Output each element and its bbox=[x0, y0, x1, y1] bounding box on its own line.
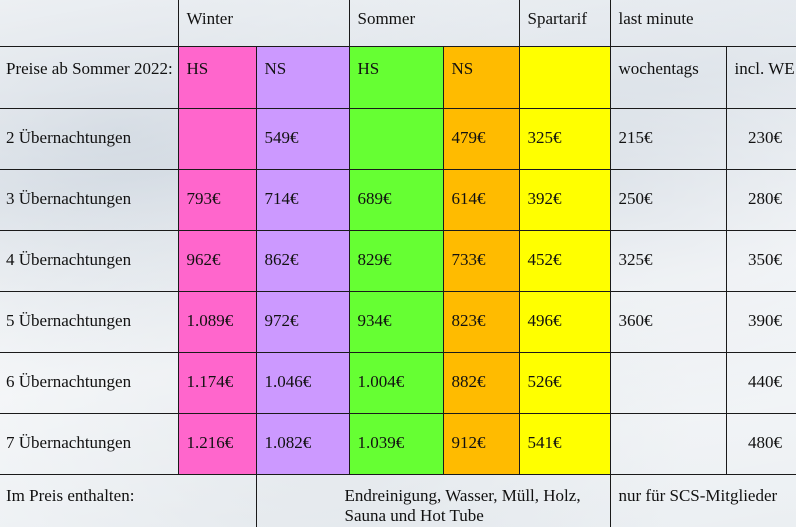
spartarif-price: 392€ bbox=[518, 168, 611, 231]
winter-hs-header: HS bbox=[177, 45, 257, 109]
spartarif-price: 526€ bbox=[518, 351, 611, 414]
winter-ns-price: 714€ bbox=[255, 168, 350, 231]
winter-ns-header: NS bbox=[255, 45, 350, 109]
winter-hs-price: 962€ bbox=[177, 229, 257, 292]
winter-hs-price: 1.174€ bbox=[177, 351, 257, 414]
last-minute-weekend-price: 350€ bbox=[725, 229, 796, 292]
winter-ns-price: 1.082€ bbox=[255, 412, 350, 475]
included-label: Im Preis enthalten: bbox=[0, 473, 257, 527]
sommer-ns-header: NS bbox=[442, 45, 520, 109]
winter-ns-price: 549€ bbox=[255, 107, 350, 170]
sommer-hs-price: 689€ bbox=[348, 168, 444, 231]
winter-hs-price bbox=[177, 107, 257, 170]
sommer-ns-price: 823€ bbox=[442, 290, 520, 353]
spartarif-price: 541€ bbox=[518, 412, 611, 475]
last-minute-header: last minute bbox=[609, 0, 796, 47]
table-row: 2 Übernachtungen 549€ 479€ 325€ 215€ 230… bbox=[0, 107, 796, 170]
nights-label: 6 Übernachtungen bbox=[0, 351, 179, 414]
spartarif-price: 496€ bbox=[518, 290, 611, 353]
nights-label: 2 Übernachtungen bbox=[0, 107, 179, 170]
header-row: Winter Sommer Spartarif last minute bbox=[0, 0, 796, 47]
winter-ns-price: 1.046€ bbox=[255, 351, 350, 414]
table-row: 5 Übernachtungen 1.089€ 972€ 934€ 823€ 4… bbox=[0, 290, 796, 353]
sommer-ns-price: 614€ bbox=[442, 168, 520, 231]
last-minute-weekend-price: 280€ bbox=[725, 168, 796, 231]
sommer-ns-price: 882€ bbox=[442, 351, 520, 414]
footer-row: Im Preis enthalten: Endreinigung, Wasser… bbox=[0, 473, 796, 527]
members-note: nur für SCS-Mitglieder bbox=[609, 473, 796, 527]
spartarif-price: 452€ bbox=[518, 229, 611, 292]
last-minute-weekday-price bbox=[609, 351, 727, 414]
table-row: 3 Übernachtungen 793€ 714€ 689€ 614€ 392… bbox=[0, 168, 796, 231]
nights-label: 4 Übernachtungen bbox=[0, 229, 179, 292]
last-minute-weekday-price: 250€ bbox=[609, 168, 727, 231]
last-minute-weekend-price: 230€ bbox=[725, 107, 796, 170]
sommer-hs-price bbox=[348, 107, 444, 170]
spartarif-subheader bbox=[518, 45, 611, 109]
sommer-ns-price: 912€ bbox=[442, 412, 520, 475]
winter-header: Winter bbox=[177, 0, 350, 47]
winter-hs-price: 1.216€ bbox=[177, 412, 257, 475]
nights-label: 5 Übernachtungen bbox=[0, 290, 179, 353]
sommer-hs-price: 829€ bbox=[348, 229, 444, 292]
last-minute-weekday-price: 360€ bbox=[609, 290, 727, 353]
winter-ns-price: 972€ bbox=[255, 290, 350, 353]
sommer-ns-price: 479€ bbox=[442, 107, 520, 170]
last-minute-weekday-price bbox=[609, 412, 727, 475]
winter-hs-price: 1.089€ bbox=[177, 290, 257, 353]
sommer-header: Sommer bbox=[348, 0, 520, 47]
last-minute-weekend-price: 390€ bbox=[725, 290, 796, 353]
prices-from-label: Preise ab Sommer 2022: bbox=[0, 45, 179, 109]
sommer-hs-price: 1.039€ bbox=[348, 412, 444, 475]
subheader-row: Preise ab Sommer 2022: HS NS HS NS woche… bbox=[0, 45, 796, 109]
weekend-header: incl. WE bbox=[725, 45, 796, 109]
nights-label: 3 Übernachtungen bbox=[0, 168, 179, 231]
table-row: 6 Übernachtungen 1.174€ 1.046€ 1.004€ 88… bbox=[0, 351, 796, 414]
last-minute-weekday-price: 325€ bbox=[609, 229, 727, 292]
last-minute-weekend-price: 440€ bbox=[725, 351, 796, 414]
spartarif-price: 325€ bbox=[518, 107, 611, 170]
winter-ns-price: 862€ bbox=[255, 229, 350, 292]
last-minute-weekend-price: 480€ bbox=[725, 412, 796, 475]
sommer-hs-price: 1.004€ bbox=[348, 351, 444, 414]
last-minute-weekday-price: 215€ bbox=[609, 107, 727, 170]
table-row: 7 Übernachtungen 1.216€ 1.082€ 1.039€ 91… bbox=[0, 412, 796, 475]
weekday-header: wochentags bbox=[609, 45, 727, 109]
sommer-hs-header: HS bbox=[348, 45, 444, 109]
table-row: 4 Übernachtungen 962€ 862€ 829€ 733€ 452… bbox=[0, 229, 796, 292]
corner-cell bbox=[0, 0, 179, 47]
sommer-hs-price: 934€ bbox=[348, 290, 444, 353]
winter-hs-price: 793€ bbox=[177, 168, 257, 231]
nights-label: 7 Übernachtungen bbox=[0, 412, 179, 475]
spartarif-header: Spartarif bbox=[518, 0, 611, 47]
included-items: Endreinigung, Wasser, Müll, Holz, Sauna … bbox=[255, 473, 611, 527]
sommer-ns-price: 733€ bbox=[442, 229, 520, 292]
